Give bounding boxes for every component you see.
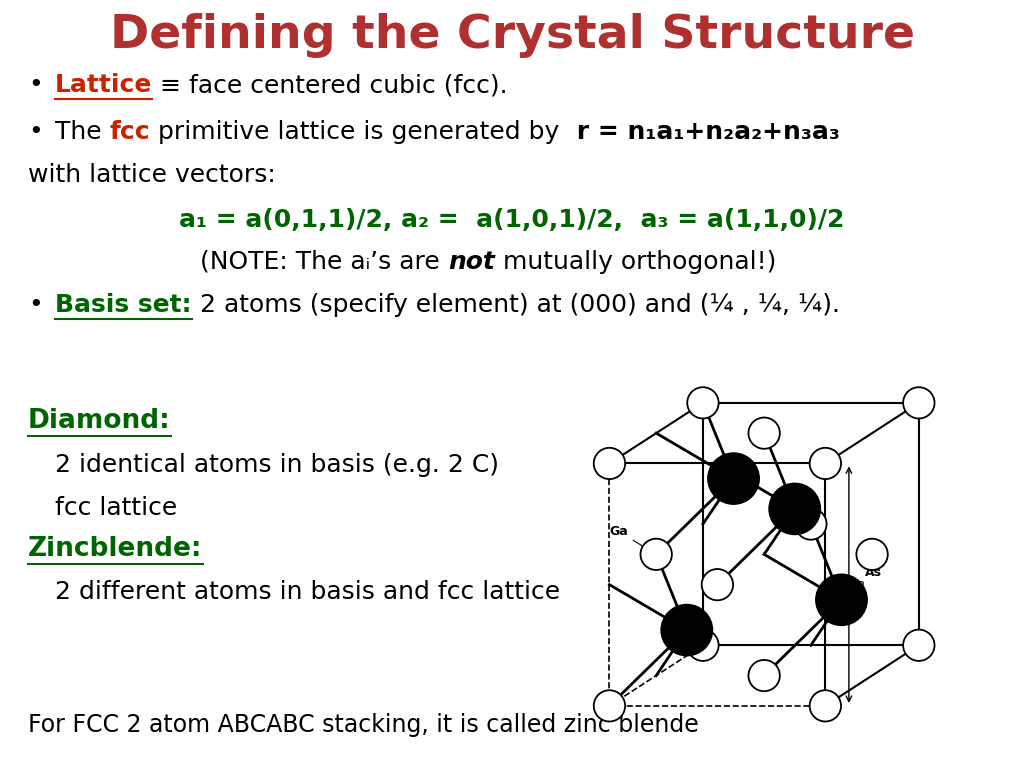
Text: ≡ face centered cubic (fcc).: ≡ face centered cubic (fcc). [153,73,508,97]
Circle shape [701,569,733,601]
Text: •: • [28,293,43,317]
Text: Defining the Crystal Structure: Defining the Crystal Structure [110,13,914,58]
Circle shape [708,453,759,504]
Text: a₁ = a(0,1,1)/2, a₂ =  a(1,0,1)/2,  a₃ = a(1,1,0)/2: a₁ = a(0,1,1)/2, a₂ = a(1,0,1)/2, a₃ = a… [179,208,845,232]
Circle shape [769,484,820,535]
Text: •: • [28,73,43,97]
Text: mutually orthogonal!): mutually orthogonal!) [495,250,776,274]
Text: a: a [857,578,864,591]
Text: •: • [28,120,43,144]
Circle shape [594,690,625,721]
Text: Ga: Ga [609,525,653,553]
Circle shape [796,508,826,540]
Text: fcc lattice: fcc lattice [55,496,177,520]
Text: primitive lattice is generated by: primitive lattice is generated by [151,120,567,144]
Text: The: The [55,120,110,144]
Circle shape [903,387,935,419]
Text: 2 different atoms in basis and fcc lattice: 2 different atoms in basis and fcc latti… [55,580,560,604]
Text: Basis set:: Basis set: [55,293,191,317]
Text: (NOTE: The aᵢ’s are: (NOTE: The aᵢ’s are [200,250,447,274]
Text: Lattice: Lattice [55,73,153,97]
Text: For FCC 2 atom ABCABC stacking, it is called zinc blende: For FCC 2 atom ABCABC stacking, it is ca… [28,713,698,737]
Text: fcc: fcc [110,120,151,144]
Circle shape [687,387,719,419]
Circle shape [594,448,625,479]
Circle shape [749,660,780,691]
Circle shape [810,690,841,721]
Text: As: As [844,566,882,598]
Text: r = n₁a₁+n₂a₂+n₃a₃: r = n₁a₁+n₂a₂+n₃a₃ [567,120,840,144]
Circle shape [640,538,672,570]
Circle shape [749,418,780,449]
Text: Diamond:: Diamond: [28,408,171,434]
Circle shape [816,574,867,625]
Circle shape [687,630,719,661]
Text: 2 identical atoms in basis (e.g. 2 C): 2 identical atoms in basis (e.g. 2 C) [55,453,499,477]
Text: Zincblende:: Zincblende: [28,536,203,562]
Circle shape [662,604,713,656]
Circle shape [903,630,935,661]
Circle shape [856,538,888,570]
Text: with lattice vectors:: with lattice vectors: [28,163,275,187]
Circle shape [810,448,841,479]
Text: not: not [447,250,495,274]
Text: 2 atoms (specify element) at (000) and (¼ , ¼, ¼).: 2 atoms (specify element) at (000) and (… [191,293,840,317]
